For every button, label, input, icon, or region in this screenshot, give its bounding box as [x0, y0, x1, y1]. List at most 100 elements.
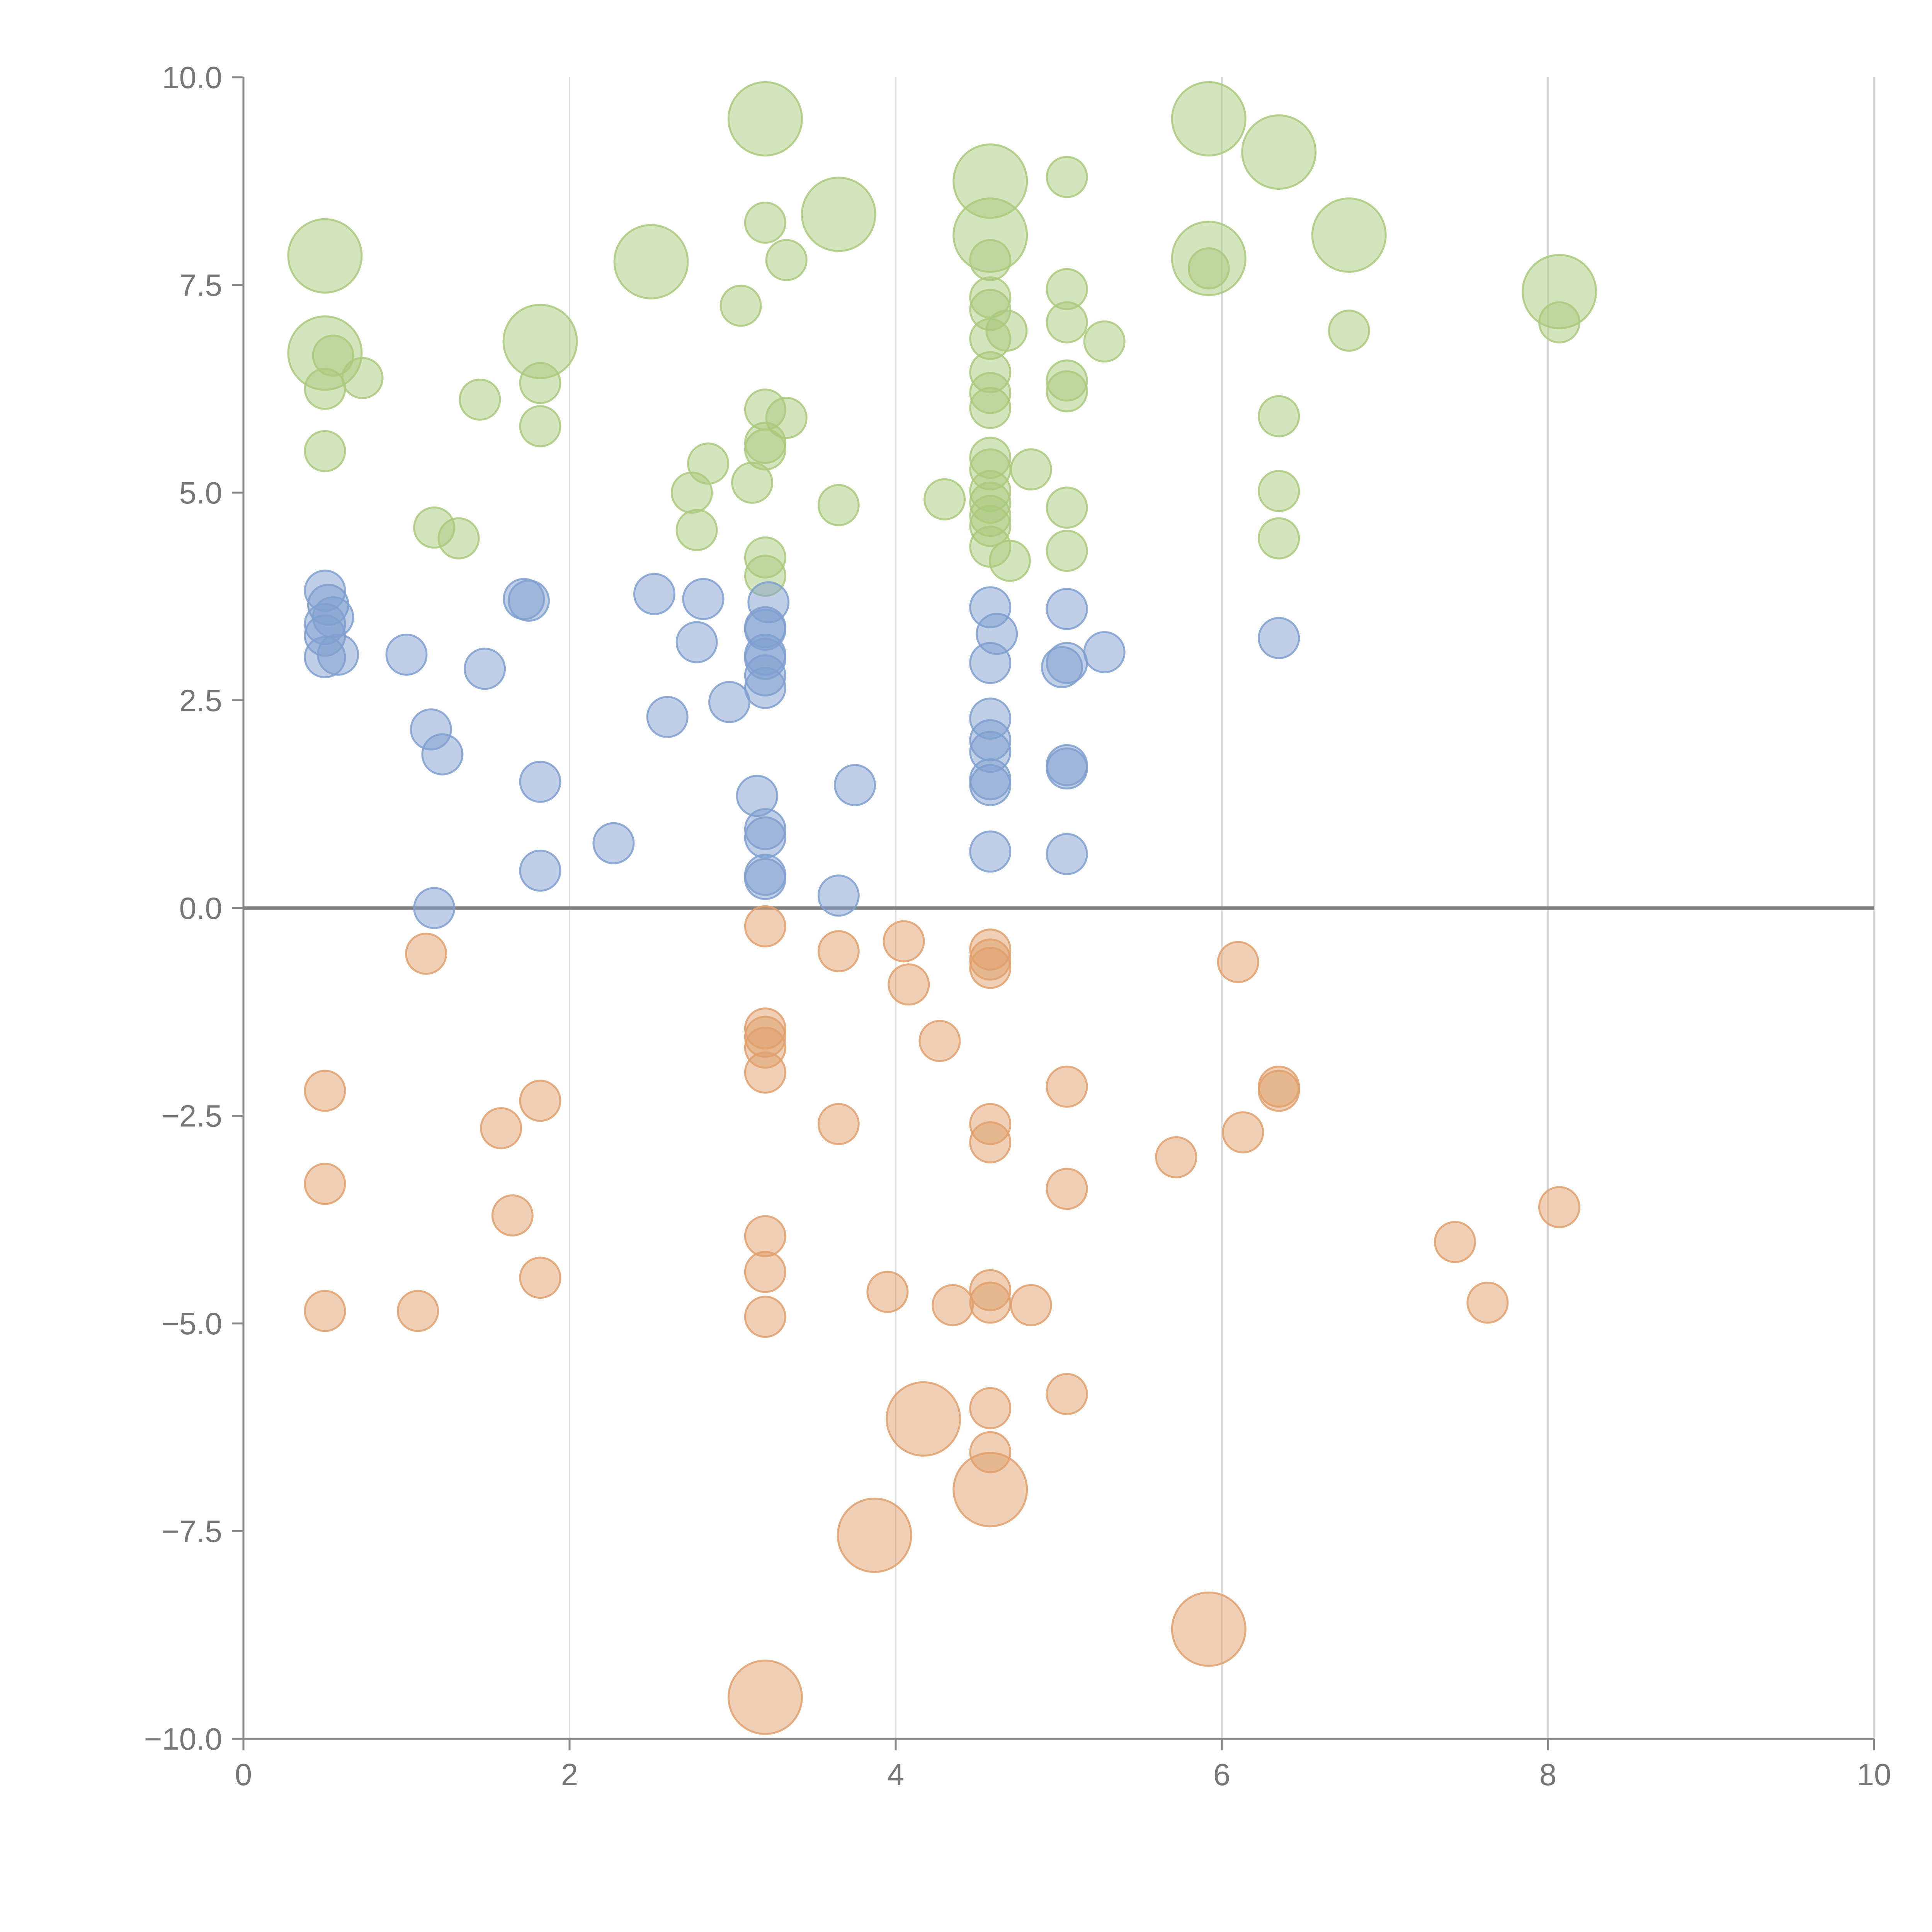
data-points [287, 81, 1597, 1735]
data-point-green [287, 218, 363, 294]
data-point-blue [744, 858, 786, 900]
x-tick-label: 2 [561, 1757, 578, 1792]
data-point-green [613, 224, 689, 299]
data-point-orange [397, 1290, 439, 1332]
data-point-orange [952, 1452, 1028, 1527]
data-point-orange [1222, 1111, 1264, 1153]
data-point-orange [888, 963, 930, 1006]
data-point-orange [744, 905, 786, 947]
data-point-green [1241, 114, 1317, 190]
data-point-blue [1083, 631, 1126, 673]
x-tick-label: 4 [887, 1757, 905, 1792]
data-point-green [1010, 448, 1052, 491]
x-tick-label: 6 [1213, 1757, 1231, 1792]
data-point-green [817, 484, 860, 526]
data-point-blue [682, 578, 724, 620]
data-point-orange [519, 1257, 561, 1299]
data-point-green [727, 81, 803, 156]
data-point-blue [385, 633, 428, 676]
data-point-blue [304, 636, 346, 679]
y-tick-label: 0.0 [179, 891, 222, 925]
data-point-green [675, 509, 718, 551]
data-point-green [1046, 486, 1088, 529]
data-point-blue [1258, 617, 1300, 659]
axes [232, 76, 1875, 1750]
data-point-orange [1046, 1168, 1088, 1210]
data-point-orange [1434, 1221, 1476, 1263]
data-point-orange [918, 1020, 961, 1062]
data-point-blue [421, 733, 464, 776]
data-point-orange [519, 1080, 561, 1122]
data-point-green [731, 461, 774, 504]
data-point-green [969, 387, 1012, 429]
y-tick-label: −2.5 [161, 1099, 222, 1133]
data-point-blue [969, 830, 1012, 873]
data-point-orange [883, 920, 925, 963]
data-point-green [519, 362, 561, 404]
data-point-orange [1538, 1186, 1581, 1228]
data-point-orange [744, 1251, 786, 1293]
tick-labels: 0 2 4 6 8 10 10.0 7.5 5.0 2.5 0.0 −2.5 −5.0 −7.5 −10.0 [144, 60, 1891, 1792]
data-point-green [1046, 301, 1088, 344]
data-point-green [459, 378, 501, 421]
data-point-blue [508, 580, 550, 622]
data-point-orange [491, 1194, 534, 1236]
data-point-orange [817, 930, 860, 973]
data-point-orange [480, 1107, 522, 1150]
data-point-green [1311, 197, 1387, 273]
data-point-blue [708, 681, 751, 723]
data-point-orange [866, 1270, 909, 1313]
data-point-green [1171, 81, 1247, 156]
data-point-green [719, 284, 762, 327]
data-point-blue [633, 573, 675, 615]
data-point-orange [969, 1387, 1012, 1429]
data-point-blue [646, 696, 689, 738]
data-point-green [1046, 370, 1088, 413]
y-tick-label: −10.0 [144, 1722, 222, 1756]
data-point-green [988, 539, 1031, 582]
data-point-orange [727, 1660, 803, 1735]
data-point-green [1046, 530, 1088, 572]
data-point-green [304, 367, 346, 410]
y-tick-label: 5.0 [179, 476, 222, 510]
data-point-blue [1046, 833, 1088, 875]
data-point-green [519, 405, 561, 447]
data-point-green [1258, 517, 1300, 560]
data-point-orange [304, 1070, 346, 1112]
data-point-orange [1046, 1065, 1088, 1108]
data-point-green [1046, 156, 1088, 198]
data-point-green [923, 478, 966, 520]
data-point-blue [675, 621, 718, 663]
data-point-blue [969, 764, 1012, 806]
data-point-green [437, 517, 480, 560]
data-point-orange [1171, 1591, 1247, 1667]
data-point-green [1083, 320, 1126, 363]
data-point-blue [834, 764, 876, 806]
data-point-green [1538, 301, 1581, 344]
data-point-green [671, 471, 713, 514]
data-point-blue [519, 849, 561, 892]
data-point-blue [1041, 646, 1083, 688]
data-point-blue [464, 648, 506, 690]
data-point-blue [744, 816, 786, 859]
data-point-orange [1466, 1281, 1509, 1324]
data-point-green [1187, 247, 1230, 289]
data-point-blue [519, 760, 561, 803]
data-point-orange [744, 1051, 786, 1094]
data-point-orange [932, 1284, 974, 1327]
data-point-blue [1046, 747, 1088, 790]
data-point-orange [1010, 1284, 1052, 1327]
data-point-orange [405, 932, 447, 975]
data-point-green [304, 430, 346, 472]
x-tick-label: 0 [235, 1757, 252, 1792]
data-point-orange [969, 947, 1012, 989]
data-point-orange [1155, 1136, 1197, 1179]
data-point-orange [886, 1381, 961, 1457]
data-point-green [341, 357, 384, 399]
data-point-blue [969, 642, 1012, 684]
x-tick-label: 10 [1857, 1757, 1891, 1792]
data-point-green [801, 177, 876, 252]
data-point-green [969, 239, 1012, 281]
